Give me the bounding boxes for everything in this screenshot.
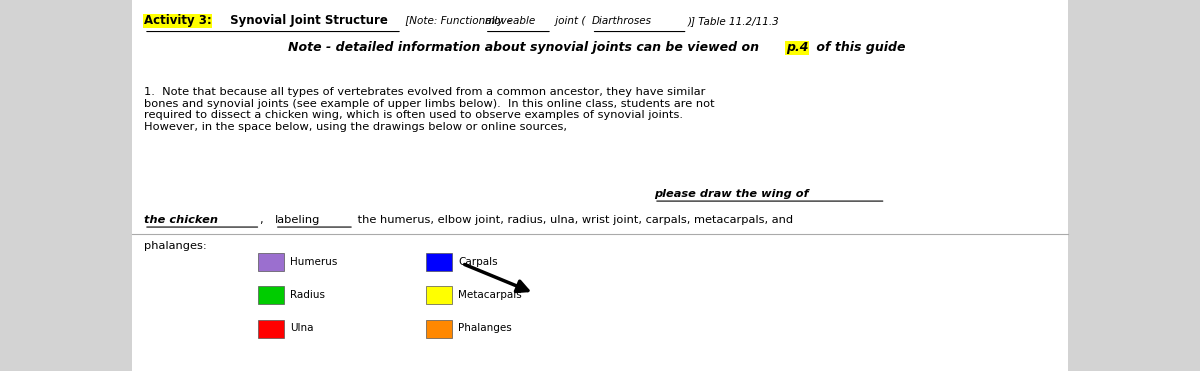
Text: phalanges:: phalanges: bbox=[144, 241, 206, 251]
Text: moveable: moveable bbox=[485, 16, 536, 26]
Text: of this guide: of this guide bbox=[812, 41, 906, 54]
FancyBboxPatch shape bbox=[426, 320, 452, 338]
Text: Phalanges: Phalanges bbox=[458, 324, 512, 333]
Text: Synovial Joint Structure: Synovial Joint Structure bbox=[226, 14, 388, 27]
FancyBboxPatch shape bbox=[426, 286, 452, 304]
FancyBboxPatch shape bbox=[132, 0, 1068, 371]
Text: the humerus, elbow joint, radius, ulna, wrist joint, carpals, metacarpals, and: the humerus, elbow joint, radius, ulna, … bbox=[354, 215, 793, 225]
Text: Activity 3:: Activity 3: bbox=[144, 14, 211, 27]
Text: Diarthroses: Diarthroses bbox=[592, 16, 652, 26]
Text: Humerus: Humerus bbox=[290, 257, 337, 266]
Text: )] Table 11.2/11.3: )] Table 11.2/11.3 bbox=[688, 16, 779, 26]
Text: p.4: p.4 bbox=[786, 41, 809, 54]
Text: 1.  Note that because all types of vertebrates evolved from a common ancestor, t: 1. Note that because all types of verteb… bbox=[144, 87, 715, 132]
Text: the chicken: the chicken bbox=[144, 215, 218, 225]
Text: Note - detailed information about synovial joints can be viewed on: Note - detailed information about synovi… bbox=[288, 41, 763, 54]
Text: joint (: joint ( bbox=[552, 16, 586, 26]
Text: ,: , bbox=[260, 215, 268, 225]
Text: please draw the wing of: please draw the wing of bbox=[654, 189, 809, 199]
Text: Carpals: Carpals bbox=[458, 257, 498, 266]
Text: Ulna: Ulna bbox=[290, 324, 314, 333]
Text: Metacarpals: Metacarpals bbox=[458, 290, 522, 300]
FancyBboxPatch shape bbox=[258, 253, 284, 271]
Text: labeling: labeling bbox=[275, 215, 320, 225]
FancyBboxPatch shape bbox=[426, 253, 452, 271]
Text: Radius: Radius bbox=[290, 290, 325, 300]
Text: [Note: Functionally –: [Note: Functionally – bbox=[402, 16, 515, 26]
FancyBboxPatch shape bbox=[258, 320, 284, 338]
FancyBboxPatch shape bbox=[258, 286, 284, 304]
